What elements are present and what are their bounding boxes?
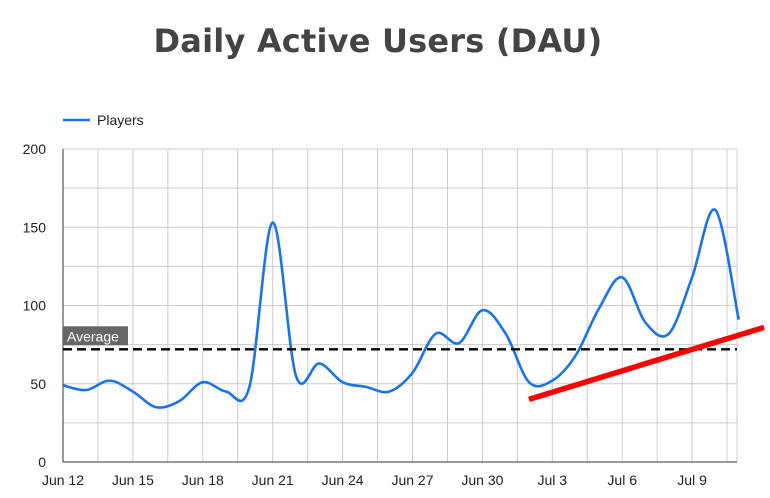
x-tick-label: Jul 3 <box>538 472 568 488</box>
chart-title: Daily Active Users (DAU) <box>153 22 603 60</box>
x-tick-label: Jun 24 <box>322 472 364 488</box>
y-tick-label: 150 <box>23 219 47 235</box>
y-tick-label: 200 <box>23 141 47 157</box>
average-label-box <box>63 326 128 346</box>
average-label: Average <box>67 328 119 344</box>
x-tick-label: Jun 30 <box>461 472 503 488</box>
y-tick-label: 0 <box>38 454 46 470</box>
series-line-players <box>62 208 740 409</box>
x-tick-label: Jun 21 <box>252 472 294 488</box>
x-tick-label: Jun 12 <box>42 472 84 488</box>
legend-label: Players <box>97 112 144 128</box>
x-tick-label: Jul 6 <box>607 472 637 488</box>
x-tick-label: Jun 18 <box>182 472 224 488</box>
y-tick-label: 50 <box>30 376 46 392</box>
trend-line <box>528 324 765 403</box>
y-tick-label: 100 <box>23 298 47 314</box>
x-tick-label: Jun 27 <box>391 472 433 488</box>
x-tick-label: Jul 9 <box>677 472 707 488</box>
x-tick-label: Jun 15 <box>112 472 154 488</box>
